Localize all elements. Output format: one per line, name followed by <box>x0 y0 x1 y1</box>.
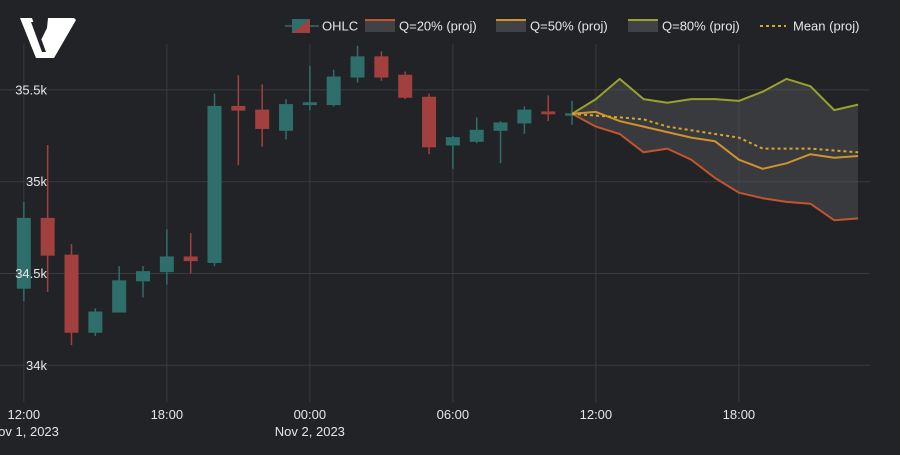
candle-body <box>40 217 55 256</box>
candle[interactable] <box>302 66 317 111</box>
legend-label: Q=80% (proj) <box>662 19 740 34</box>
candle[interactable] <box>445 135 460 169</box>
candle[interactable] <box>40 144 55 292</box>
x-tick-date-label: Nov 1, 2023 <box>0 424 59 439</box>
candle-body <box>64 254 79 333</box>
candle-body <box>326 76 341 106</box>
legend-item-q80[interactable]: Q=80% (proj) <box>628 19 740 34</box>
candle[interactable] <box>374 51 389 81</box>
x-tick-label: 12:00 <box>580 407 613 422</box>
candle-body <box>112 280 127 313</box>
q80-legend-swatch <box>628 19 658 32</box>
candle[interactable] <box>469 117 484 144</box>
legend-label: Mean (proj) <box>793 19 859 34</box>
y-tick-label: 34k <box>26 358 47 373</box>
legend-item-mean[interactable]: Mean (proj) <box>760 19 859 34</box>
candle-body <box>231 105 246 111</box>
candle-body <box>255 109 270 129</box>
candle-body <box>469 129 484 142</box>
projection-band <box>572 78 859 221</box>
candle[interactable] <box>16 201 31 302</box>
x-tick-date-label: Nov 2, 2023 <box>275 424 345 439</box>
candle[interactable] <box>517 106 532 134</box>
y-tick-label: 35k <box>26 174 47 189</box>
q50-line[interactable] <box>572 110 859 170</box>
q80-line[interactable] <box>571 77 859 115</box>
candle-body <box>445 137 460 146</box>
candle-body <box>279 104 294 131</box>
candle-body <box>517 109 532 124</box>
q50-legend-swatch <box>496 19 526 32</box>
candle[interactable] <box>112 266 127 313</box>
candle[interactable] <box>159 229 174 285</box>
x-tick-label: 00:00 <box>294 407 327 422</box>
candle-body <box>302 102 317 106</box>
q20-legend-swatch <box>365 19 395 32</box>
candle-body <box>541 111 556 115</box>
candle[interactable] <box>88 308 103 336</box>
candle-body <box>16 217 31 289</box>
legend-label: Q=50% (proj) <box>530 19 608 34</box>
legend-item-q50[interactable]: Q=50% (proj) <box>496 19 608 34</box>
candle[interactable] <box>183 233 198 274</box>
x-tick-label: 18:00 <box>151 407 184 422</box>
candle-body <box>183 256 198 262</box>
legend-item-q20[interactable]: Q=20% (proj) <box>365 19 477 34</box>
ohlc-legend-swatch <box>285 19 319 33</box>
candle-body <box>374 56 389 78</box>
candle[interactable] <box>493 121 508 164</box>
candle-body <box>350 56 365 78</box>
candle[interactable] <box>279 99 294 140</box>
legend-label: OHLC <box>322 19 358 34</box>
candle-body <box>493 122 508 131</box>
legend-label: Q=20% (proj) <box>399 19 477 34</box>
legend-item-ohlc[interactable]: OHLC <box>285 19 358 34</box>
candle[interactable] <box>398 71 413 100</box>
candle[interactable] <box>541 95 556 122</box>
candle-body <box>159 256 174 273</box>
candle[interactable] <box>136 266 151 298</box>
y-tick-label: 34.5k <box>15 266 47 281</box>
y-tick-label: 35.5k <box>15 82 47 97</box>
x-tick-label: 06:00 <box>437 407 470 422</box>
candle-body <box>422 96 437 148</box>
candle[interactable] <box>326 69 341 107</box>
candle[interactable] <box>231 75 246 166</box>
candle[interactable] <box>350 45 365 83</box>
candle[interactable] <box>207 93 222 267</box>
mean-line[interactable] <box>572 112 859 154</box>
x-tick-label: 18:00 <box>723 407 756 422</box>
candle-body <box>398 74 413 98</box>
candle-body <box>88 311 103 333</box>
logo-icon <box>20 18 76 58</box>
candle-body <box>207 105 222 263</box>
candle[interactable] <box>64 244 79 346</box>
candle-body <box>136 271 151 282</box>
candle[interactable] <box>422 93 437 155</box>
candle[interactable] <box>255 84 270 147</box>
q20-line[interactable] <box>571 112 859 222</box>
x-tick-label: 12:00 <box>8 407 41 422</box>
